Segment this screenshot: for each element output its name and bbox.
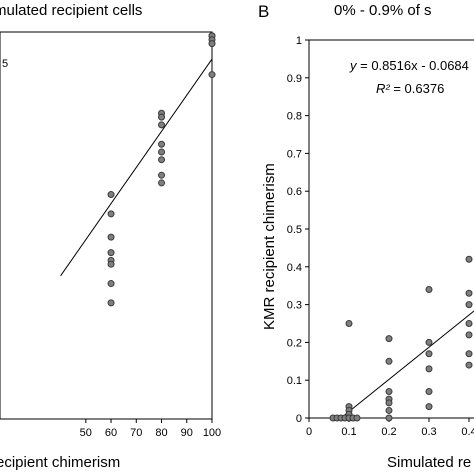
data-point bbox=[465, 331, 473, 339]
data-point bbox=[385, 335, 393, 343]
panel-b-equation: y = 0.8516x - 0.0684 bbox=[349, 58, 469, 73]
panel-b-x-label: Simulated re bbox=[387, 454, 471, 471]
panel-a-plot-frame bbox=[0, 31, 213, 420]
y-tick-label: 0.6 bbox=[287, 186, 302, 198]
data-point bbox=[158, 121, 166, 129]
data-point bbox=[425, 285, 433, 293]
data-point bbox=[385, 388, 393, 396]
data-point bbox=[425, 338, 433, 346]
data-point bbox=[107, 210, 115, 218]
y-tick-label: 1 bbox=[296, 35, 302, 47]
panel-b-points bbox=[329, 255, 473, 422]
data-point bbox=[158, 171, 166, 179]
panel-a-fit-line bbox=[60, 58, 213, 277]
data-point bbox=[425, 388, 433, 396]
y-tick-label: 0.5 bbox=[287, 224, 302, 236]
data-point bbox=[158, 113, 166, 121]
data-point bbox=[208, 71, 216, 79]
data-point bbox=[158, 156, 166, 164]
data-point bbox=[208, 40, 216, 48]
panel-b-letter: B bbox=[258, 2, 269, 21]
y-tick-label: 0 bbox=[296, 413, 302, 425]
data-point bbox=[385, 406, 393, 414]
x-tick-label: 90 bbox=[181, 427, 193, 439]
data-point bbox=[107, 191, 115, 199]
panel-b-fit-line bbox=[340, 310, 474, 419]
data-point bbox=[385, 357, 393, 365]
panel-b-title: 0% - 0.9% of s bbox=[334, 2, 432, 19]
y-tick-label: 0.9 bbox=[287, 73, 302, 85]
data-point bbox=[465, 361, 473, 369]
x-tick-label: 0 bbox=[306, 426, 312, 438]
panel-a-points bbox=[107, 32, 216, 307]
y-tick-label: 0.1 bbox=[287, 375, 302, 387]
panel-b: B 0% - 0.9% of s 00.10.20.30.40.50.60.70… bbox=[258, 2, 474, 471]
panel-b-r-squared: R² = 0.6376 bbox=[376, 81, 444, 96]
x-tick-label: 70 bbox=[130, 427, 142, 439]
data-point bbox=[425, 365, 433, 373]
y-tick-label: 0.8 bbox=[287, 111, 302, 123]
data-point bbox=[158, 148, 166, 156]
x-tick-label: 80 bbox=[155, 427, 167, 439]
panel-a-title: mulated recipient cells bbox=[0, 2, 142, 19]
data-point bbox=[158, 179, 166, 187]
data-point bbox=[465, 289, 473, 297]
data-point bbox=[425, 350, 433, 358]
x-tick-label: 50 bbox=[80, 427, 92, 439]
y-tick-label: 0.2 bbox=[287, 337, 302, 349]
panel-b-y-label: KMR recipient chimerism bbox=[261, 163, 278, 330]
x-tick-label: 100 bbox=[203, 427, 221, 439]
data-point bbox=[385, 414, 393, 422]
y-tick-label: 0.4 bbox=[287, 262, 302, 274]
panel-b-y-ticks: 0 0.1 0.2 0.3 0.4 0.5 0.6 0.7 0.8 0.9 1 bbox=[287, 35, 309, 425]
data-point bbox=[345, 320, 353, 327]
panel-a-x-label: ecipient chimerism bbox=[0, 454, 120, 471]
x-tick-label: 0.1 bbox=[341, 426, 356, 438]
data-point bbox=[465, 350, 473, 358]
panel-a-x-ticks: 50 60 70 80 90 100 bbox=[80, 419, 221, 439]
y-tick-label: 0.3 bbox=[287, 300, 302, 312]
panel-a-annotation: 5 bbox=[2, 58, 8, 70]
data-point bbox=[158, 140, 166, 148]
x-tick-label: 0.2 bbox=[381, 426, 396, 438]
panel-a: mulated recipient cells 5 50 60 70 80 90 100 … bbox=[0, 2, 221, 471]
data-point bbox=[385, 399, 393, 407]
data-point bbox=[107, 299, 115, 307]
data-point bbox=[107, 280, 115, 288]
data-point bbox=[465, 301, 473, 309]
data-point bbox=[425, 403, 433, 411]
y-tick-label: 0.7 bbox=[287, 148, 302, 160]
data-point bbox=[107, 249, 115, 257]
x-tick-label: 60 bbox=[105, 427, 117, 439]
data-point bbox=[107, 233, 115, 241]
x-tick-label: 0.3 bbox=[421, 426, 436, 438]
data-point bbox=[465, 320, 473, 327]
x-tick-label: 0.4 bbox=[461, 426, 474, 438]
data-point bbox=[107, 260, 115, 268]
data-point bbox=[465, 255, 473, 263]
data-point bbox=[353, 414, 361, 422]
